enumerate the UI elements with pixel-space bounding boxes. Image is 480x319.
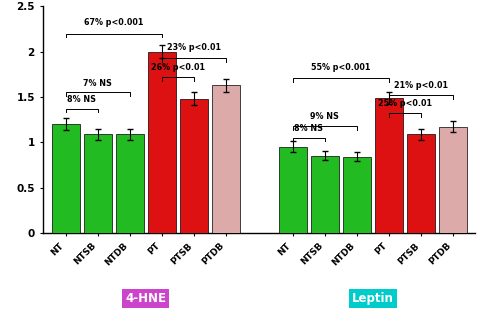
Text: 8% NS: 8% NS [67, 95, 96, 104]
Bar [180, 99, 208, 233]
Text: 67% p<0.001: 67% p<0.001 [84, 18, 144, 27]
Text: 26% p<0.01: 26% p<0.01 [151, 63, 204, 71]
Text: 8% NS: 8% NS [294, 124, 323, 133]
Bar [212, 85, 240, 233]
Bar [51, 124, 80, 233]
Bar [343, 157, 371, 233]
Text: Leptin: Leptin [352, 292, 394, 305]
Text: 4-HNE: 4-HNE [125, 292, 166, 305]
Bar [375, 98, 403, 233]
Text: 23% p<0.01: 23% p<0.01 [167, 43, 221, 52]
Text: 25% p<0.01: 25% p<0.01 [378, 99, 432, 108]
Bar [147, 52, 176, 233]
Text: 7% NS: 7% NS [83, 79, 112, 88]
Bar [278, 147, 307, 233]
Bar [439, 127, 467, 233]
Bar [407, 134, 435, 233]
Text: 9% NS: 9% NS [310, 112, 339, 121]
Text: 21% p<0.01: 21% p<0.01 [394, 81, 448, 90]
Text: 55% p<0.001: 55% p<0.001 [311, 63, 371, 71]
Bar [116, 134, 144, 233]
Bar [311, 156, 339, 233]
Bar [84, 134, 112, 233]
